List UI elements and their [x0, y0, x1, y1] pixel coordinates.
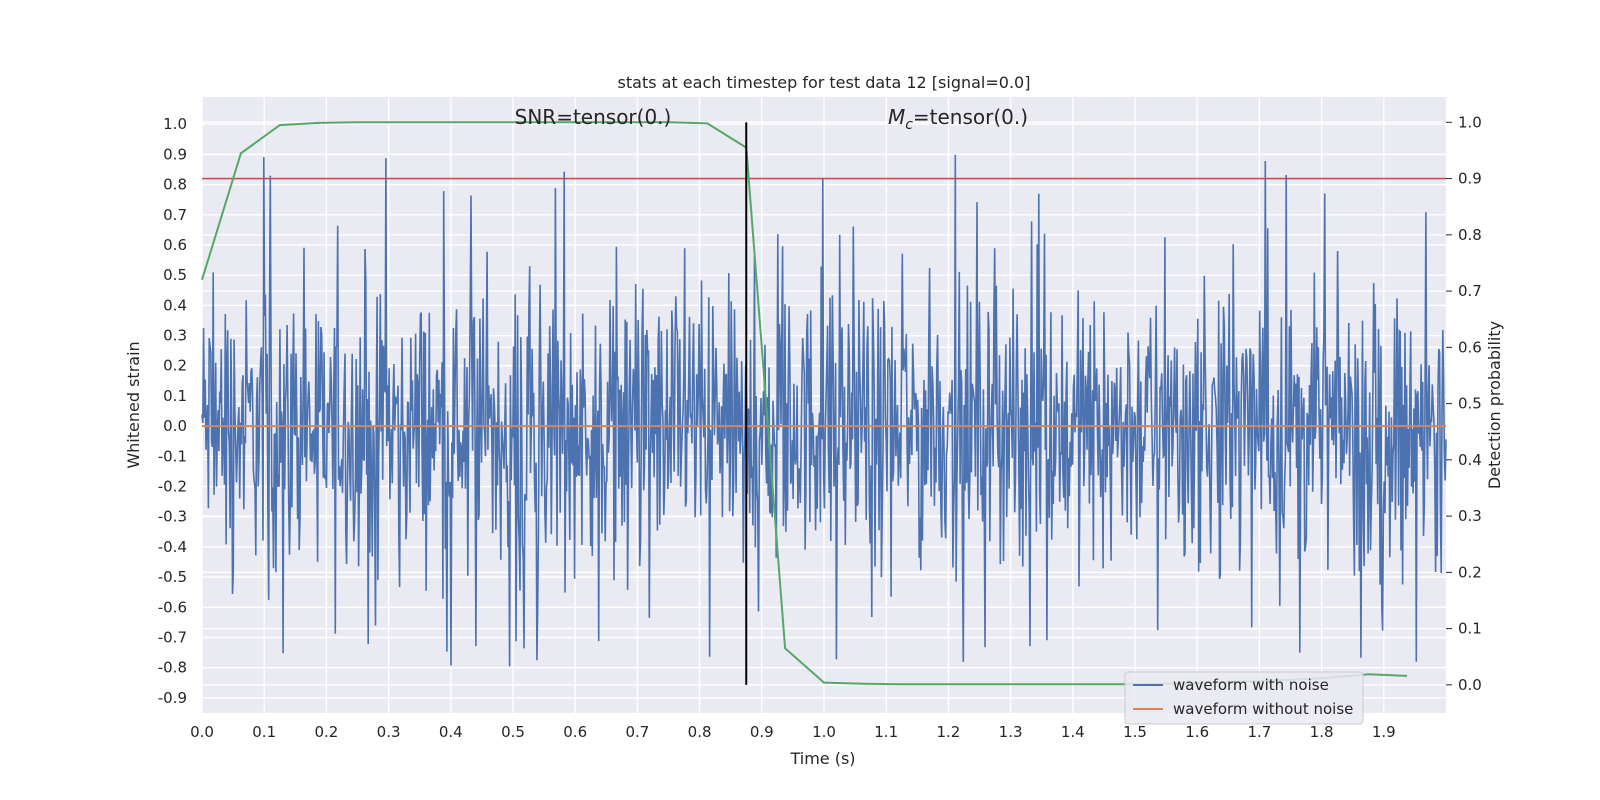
- x-tick-label: 0.9: [750, 723, 774, 741]
- y-tick-label: 1.0: [163, 115, 187, 133]
- y-tick-label: 0.0: [163, 417, 187, 435]
- chart-title: stats at each timestep for test data 12 …: [618, 73, 1031, 92]
- y-tick-label: -0.7: [158, 629, 187, 647]
- x-axis-ticks: 0.0 0.1 0.2 0.3 0.4 0.5 0.6 0.7 0.8 0.9 1.0 1.1 1.2 1…: [190, 723, 1396, 741]
- x-tick-label: 0.7: [625, 723, 649, 741]
- x-tick-label: 1.3: [999, 723, 1023, 741]
- right-y-tick-label: 0.5: [1458, 395, 1482, 413]
- y-tick-label: 0.3: [163, 327, 187, 345]
- y-tick-label: 0.7: [163, 206, 187, 224]
- x-tick-label: 1.1: [874, 723, 898, 741]
- x-tick-label: 0.2: [314, 723, 338, 741]
- y-tick-label: -0.1: [158, 447, 187, 465]
- right-y-tick-label: 1.0: [1458, 113, 1482, 131]
- right-y-tick-label: 0.1: [1458, 620, 1482, 638]
- y-tick-label: -0.4: [158, 538, 187, 556]
- snr-annotation: SNR=tensor(0.): [515, 105, 672, 129]
- legend-box: [1124, 671, 1364, 725]
- right-y-tick-label: 0.4: [1458, 451, 1482, 469]
- x-tick-label: 0.3: [377, 723, 401, 741]
- x-tick-label: 0.1: [252, 723, 276, 741]
- y-tick-label: -0.8: [158, 659, 187, 677]
- legend-label-noisy: waveform with noise: [1173, 676, 1329, 694]
- y-tick-label: 0.8: [163, 176, 187, 194]
- right-y-tick-label: 0.8: [1458, 226, 1482, 244]
- y-tick-label: -0.3: [158, 508, 187, 526]
- y-tick-label: 0.5: [163, 266, 187, 284]
- x-tick-label: 1.4: [1061, 723, 1085, 741]
- x-tick-label: 0.8: [688, 723, 712, 741]
- right-y-tick-label: 0.0: [1458, 676, 1482, 694]
- y-tick-label: -0.2: [158, 478, 187, 496]
- x-tick-label: 1.2: [936, 723, 960, 741]
- y-tick-label: 0.2: [163, 357, 187, 375]
- x-axis-label: Time (s): [789, 749, 855, 768]
- y-tick-label: -0.5: [158, 568, 187, 586]
- chirp-mass-value: =tensor(0.): [913, 105, 1028, 129]
- chirp-mass-symbol: M: [888, 105, 905, 129]
- y-tick-label: 0.6: [163, 236, 187, 254]
- chirp-mass-annotation: Mc=tensor(0.): [888, 105, 1028, 133]
- right-y-tick-label: 0.2: [1458, 563, 1482, 581]
- y-axis-ticks: 1.0 0.9 0.8 0.7 0.6 0.5 0.4 0.3 0.2 0.1 0.0 -0.1 -0.…: [158, 115, 187, 707]
- x-tick-label: 0.4: [439, 723, 463, 741]
- x-tick-label: 0.0: [190, 723, 214, 741]
- series-layer: [201, 121, 1447, 686]
- x-tick-label: 1.5: [1123, 723, 1147, 741]
- x-tick-label: 1.9: [1372, 723, 1396, 741]
- y-axis-label: Whitened strain: [124, 341, 143, 468]
- series-waveform-with-noise: [201, 154, 1447, 667]
- right-y-tick-label: 0.3: [1458, 507, 1482, 525]
- chirp-mass-subscript: c: [905, 117, 913, 133]
- right-y-axis-label: Detection probability: [1485, 321, 1504, 489]
- y-tick-label: 0.1: [163, 387, 187, 405]
- x-tick-label: 1.0: [812, 723, 836, 741]
- legend: waveform with noise waveform without noi…: [1124, 671, 1364, 725]
- x-tick-label: 1.6: [1185, 723, 1209, 741]
- right-y-tick-label: 0.9: [1458, 170, 1482, 188]
- y-tick-label: 0.9: [163, 145, 187, 163]
- right-y-tick-label: 0.6: [1458, 338, 1482, 356]
- y-tick-label: 0.4: [163, 296, 187, 314]
- y-tick-label: -0.9: [158, 689, 187, 707]
- right-y-tick-label: 0.7: [1458, 282, 1482, 300]
- y-tick-label: -0.6: [158, 598, 187, 616]
- x-tick-label: 1.7: [1247, 723, 1271, 741]
- right-y-axis-ticks: 1.0 0.9 0.8 0.7 0.6 0.5 0.4 0.3 0.2 0.1 0.0: [1446, 113, 1482, 694]
- legend-label-clean: waveform without noise: [1173, 700, 1353, 718]
- x-tick-label: 0.6: [563, 723, 587, 741]
- x-tick-label: 1.8: [1310, 723, 1334, 741]
- x-tick-label: 0.5: [501, 723, 525, 741]
